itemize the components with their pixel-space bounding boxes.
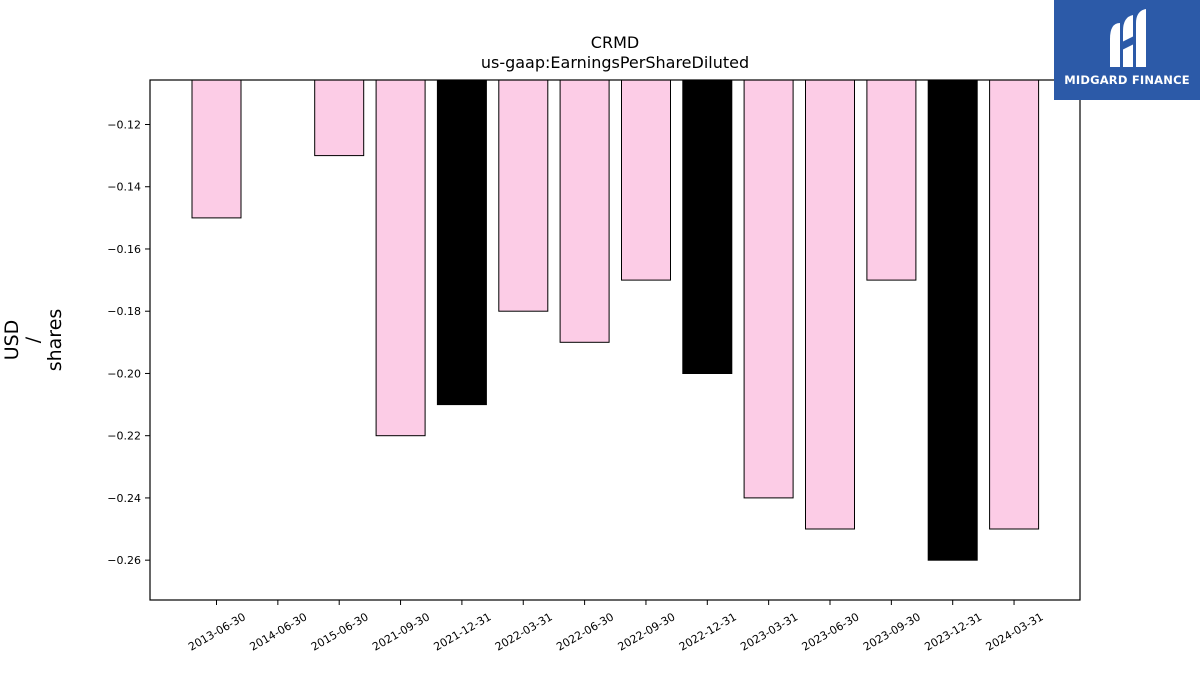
bar-2022-12-31	[682, 79, 733, 374]
x-tick-label: 2021-12-31	[432, 610, 494, 653]
plot-area-frame	[149, 79, 1081, 601]
x-tick-label: 2023-03-31	[738, 610, 800, 653]
bar-2024-03-31	[989, 79, 1040, 530]
y-tick-label: −0.16	[107, 243, 141, 256]
x-tick-label: 2022-03-31	[493, 610, 555, 653]
y-tick-label: −0.22	[107, 430, 141, 443]
x-tick-label: 2014-06-30	[247, 610, 309, 653]
bar-2023-06-30	[805, 79, 855, 530]
bar-2015-06-30	[314, 79, 365, 157]
y-tick-label: −0.18	[107, 305, 141, 318]
x-tick-label: 2024-03-31	[984, 610, 1046, 653]
x-tick-label: 2022-12-31	[677, 610, 739, 653]
y-tick-label: −0.12	[107, 119, 141, 132]
midgard-m-logo-icon	[1110, 9, 1146, 67]
bar-2023-09-30	[866, 79, 917, 281]
x-tick-label: 2021-09-30	[370, 610, 432, 653]
x-axis: 2013-06-30 2014-06-30 2015-06-30 2021-09-30…	[186, 600, 1046, 654]
x-tick-label: 2023-12-31	[922, 610, 984, 653]
bar-2021-12-31	[436, 79, 487, 406]
midgard-finance-logo: MIDGARD FINANCE	[1054, 0, 1200, 100]
bar-2023-03-31	[743, 79, 794, 499]
y-axis-label-line-2: /	[22, 336, 44, 343]
bar-2022-03-31	[498, 79, 549, 312]
y-tick-label: −0.20	[107, 367, 141, 380]
x-tick-label: 2023-09-30	[861, 610, 923, 653]
bar-2022-09-30	[621, 79, 671, 281]
y-axis-label-line-1: USD	[1, 320, 23, 361]
x-tick-label: 2022-09-30	[616, 610, 678, 653]
y-tick-label: −0.24	[107, 492, 141, 505]
x-tick-label: 2023-06-30	[800, 610, 862, 653]
y-axis-label: USD / shares	[1, 309, 66, 372]
chart-title: CRMD	[591, 33, 639, 52]
bar-2023-12-31	[927, 79, 978, 561]
bar-2021-09-30	[375, 79, 426, 437]
bars-layer	[191, 79, 1040, 561]
y-axis: −0.12 −0.14 −0.16 −0.18 −0.20 −0.22 −0.24 −0.26	[107, 119, 150, 567]
x-tick-label: 2013-06-30	[186, 610, 248, 653]
x-tick-label: 2015-06-30	[309, 610, 371, 653]
x-tick-label: 2022-06-30	[554, 610, 616, 653]
y-axis-label-line-3: shares	[44, 309, 66, 372]
y-tick-label: −0.26	[107, 554, 141, 567]
bar-2013-06-30	[191, 79, 242, 219]
bar-2022-06-30	[559, 79, 610, 343]
y-tick-label: −0.14	[107, 181, 141, 194]
chart-subtitle: us-gaap:EarningsPerShareDiluted	[481, 53, 749, 72]
logo-text: MIDGARD FINANCE	[1064, 73, 1190, 87]
